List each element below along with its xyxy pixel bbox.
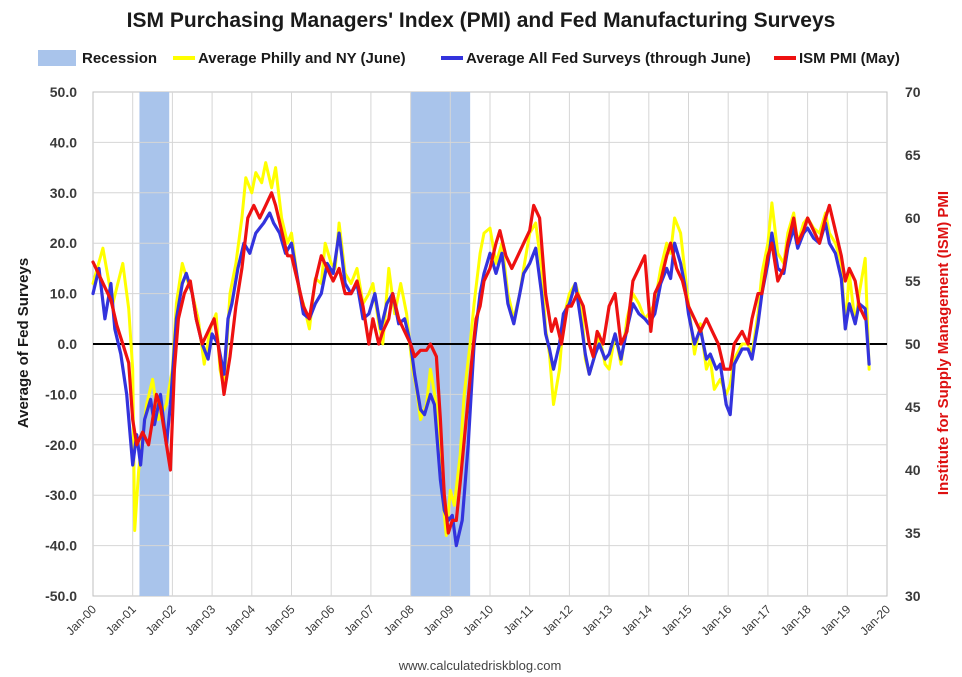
legend-label: ISM PMI (May): [799, 50, 900, 67]
y-tick-right-label: 40: [905, 462, 921, 478]
x-tick-label: Jan-06: [301, 602, 337, 638]
y-tick-left-label: -40.0: [45, 538, 77, 554]
y-axis-right-label: Institute for Supply Management (ISM) PM…: [935, 191, 952, 495]
y-tick-left-label: -30.0: [45, 487, 77, 503]
x-tick-label: Jan-09: [421, 602, 457, 638]
legend-label: Average All Fed Surveys (through June): [466, 50, 751, 67]
legend-item-ism: ISM PMI (May): [774, 50, 900, 67]
x-tick-label: Jan-12: [540, 602, 576, 638]
y-tick-right-label: 35: [905, 525, 921, 541]
y-tick-right-label: 70: [905, 84, 921, 100]
y-tick-left-label: -20.0: [45, 437, 77, 453]
y-tick-left-label: -50.0: [45, 588, 77, 604]
x-tick-label: Jan-19: [818, 602, 854, 638]
y-tick-right-label: 65: [905, 147, 921, 163]
x-tick-label: Jan-15: [659, 602, 695, 638]
y-tick-right-label: 60: [905, 210, 921, 226]
source-credit: www.calculatedriskblog.com: [398, 658, 562, 673]
x-tick-label: Jan-11: [501, 602, 536, 637]
legend-label: Recession: [82, 50, 157, 67]
x-tick-label: Jan-00: [63, 602, 99, 638]
x-tick-label: Jan-18: [778, 602, 814, 638]
y-tick-left-label: 30.0: [50, 185, 77, 201]
series-line-philly-ny: [91, 161, 871, 537]
y-tick-right-label: 55: [905, 273, 921, 289]
y-tick-left-label: 40.0: [50, 134, 77, 150]
x-tick-label: Jan-02: [143, 602, 179, 638]
legend-item-recession: Recession: [38, 50, 157, 67]
legend: Recession Average Philly and NY (June) Ave…: [38, 50, 900, 67]
x-tick-label: Jan-05: [262, 602, 298, 638]
legend-swatch: [38, 50, 76, 66]
series-line-ism: [91, 191, 867, 535]
x-tick-label: Jan-16: [698, 602, 734, 638]
legend-item-all-fed: Average All Fed Surveys (through June): [441, 50, 751, 67]
x-tick-label: Jan-01: [103, 602, 139, 638]
x-tick-label: Jan-14: [619, 602, 655, 638]
y-tick-right-label: 50: [905, 336, 921, 352]
y-tick-left-label: 20.0: [50, 235, 77, 251]
y-tick-left-label: -10.0: [45, 386, 77, 402]
y-axis-left-label: Average of Fed Surveys: [15, 258, 32, 428]
x-tick-label: Jan-13: [579, 602, 615, 638]
x-tick-label: Jan-20: [857, 602, 893, 638]
x-tick-label: Jan-17: [738, 602, 774, 638]
x-tick-label: Jan-04: [222, 602, 258, 638]
legend-label: Average Philly and NY (June): [198, 50, 406, 67]
y-tick-right-label: 45: [905, 399, 921, 415]
chart-title: ISM Purchasing Managers' Index (PMI) and…: [127, 9, 836, 32]
y-tick-left-label: 0.0: [58, 336, 78, 352]
y-tick-right-label: 30: [905, 588, 921, 604]
y-tick-left-label: 50.0: [50, 84, 77, 100]
plot-area: Jan-00 Jan-01 Jan-02 Jan-03 Jan-04 Jan-05 Jan-…: [45, 84, 921, 638]
y-tick-left-label: 10.0: [50, 286, 77, 302]
x-tick-label: Jan-10: [460, 602, 496, 638]
x-tick-label: Jan-03: [182, 602, 218, 638]
x-tick-label: Jan-08: [381, 602, 417, 638]
legend-item-philly-ny: Average Philly and NY (June): [173, 50, 406, 67]
x-tick-label: Jan-07: [341, 602, 377, 638]
